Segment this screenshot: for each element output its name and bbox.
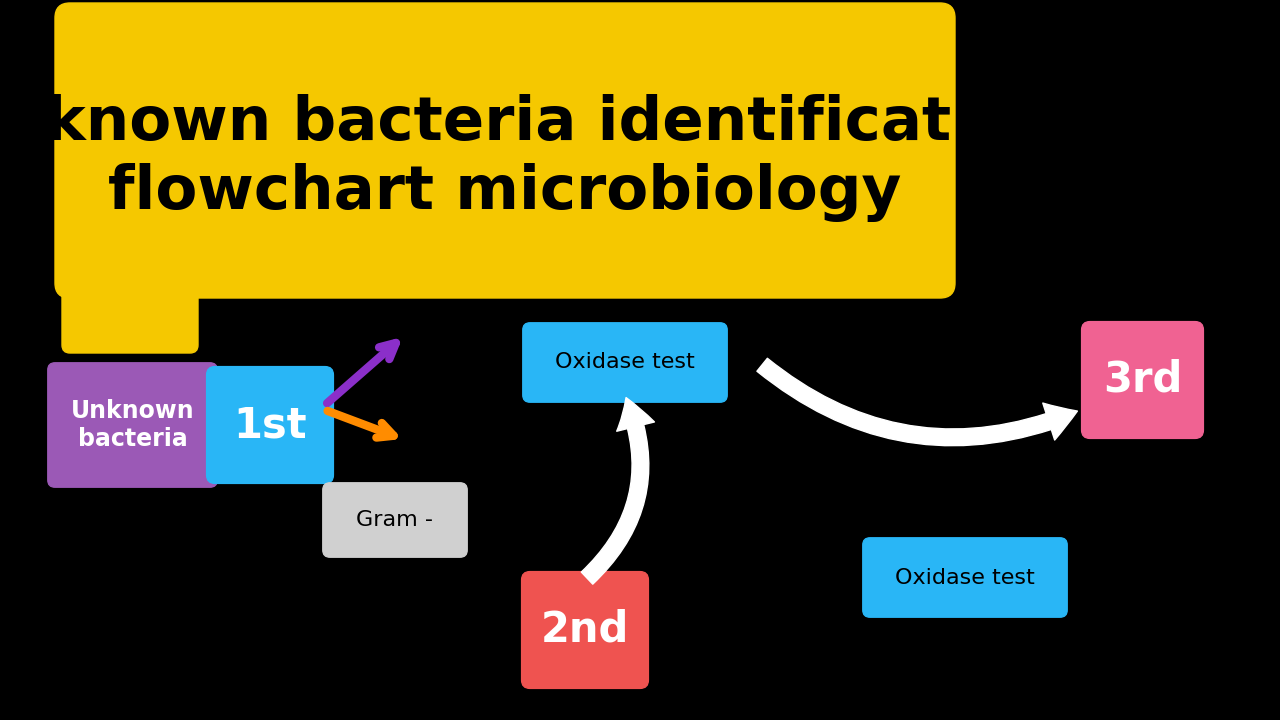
- Text: Unknown
bacteria: Unknown bacteria: [70, 399, 195, 451]
- Text: Unknown bacteria identification
flowchart microbiology: Unknown bacteria identification flowchar…: [0, 94, 1057, 222]
- FancyBboxPatch shape: [522, 572, 649, 688]
- FancyBboxPatch shape: [863, 538, 1068, 617]
- Text: Oxidase test: Oxidase test: [556, 353, 695, 372]
- FancyBboxPatch shape: [1082, 322, 1203, 438]
- Text: 2nd: 2nd: [541, 609, 630, 651]
- FancyBboxPatch shape: [206, 366, 333, 483]
- FancyBboxPatch shape: [61, 257, 198, 353]
- Text: Gram -: Gram -: [357, 510, 434, 530]
- Text: Oxidase test: Oxidase test: [895, 567, 1034, 588]
- Text: 3rd: 3rd: [1103, 359, 1183, 401]
- FancyArrowPatch shape: [581, 397, 654, 584]
- FancyBboxPatch shape: [522, 323, 727, 402]
- FancyBboxPatch shape: [47, 363, 218, 487]
- Text: 1st: 1st: [233, 404, 307, 446]
- FancyBboxPatch shape: [323, 483, 467, 557]
- FancyBboxPatch shape: [55, 3, 955, 298]
- FancyArrowPatch shape: [756, 359, 1078, 446]
